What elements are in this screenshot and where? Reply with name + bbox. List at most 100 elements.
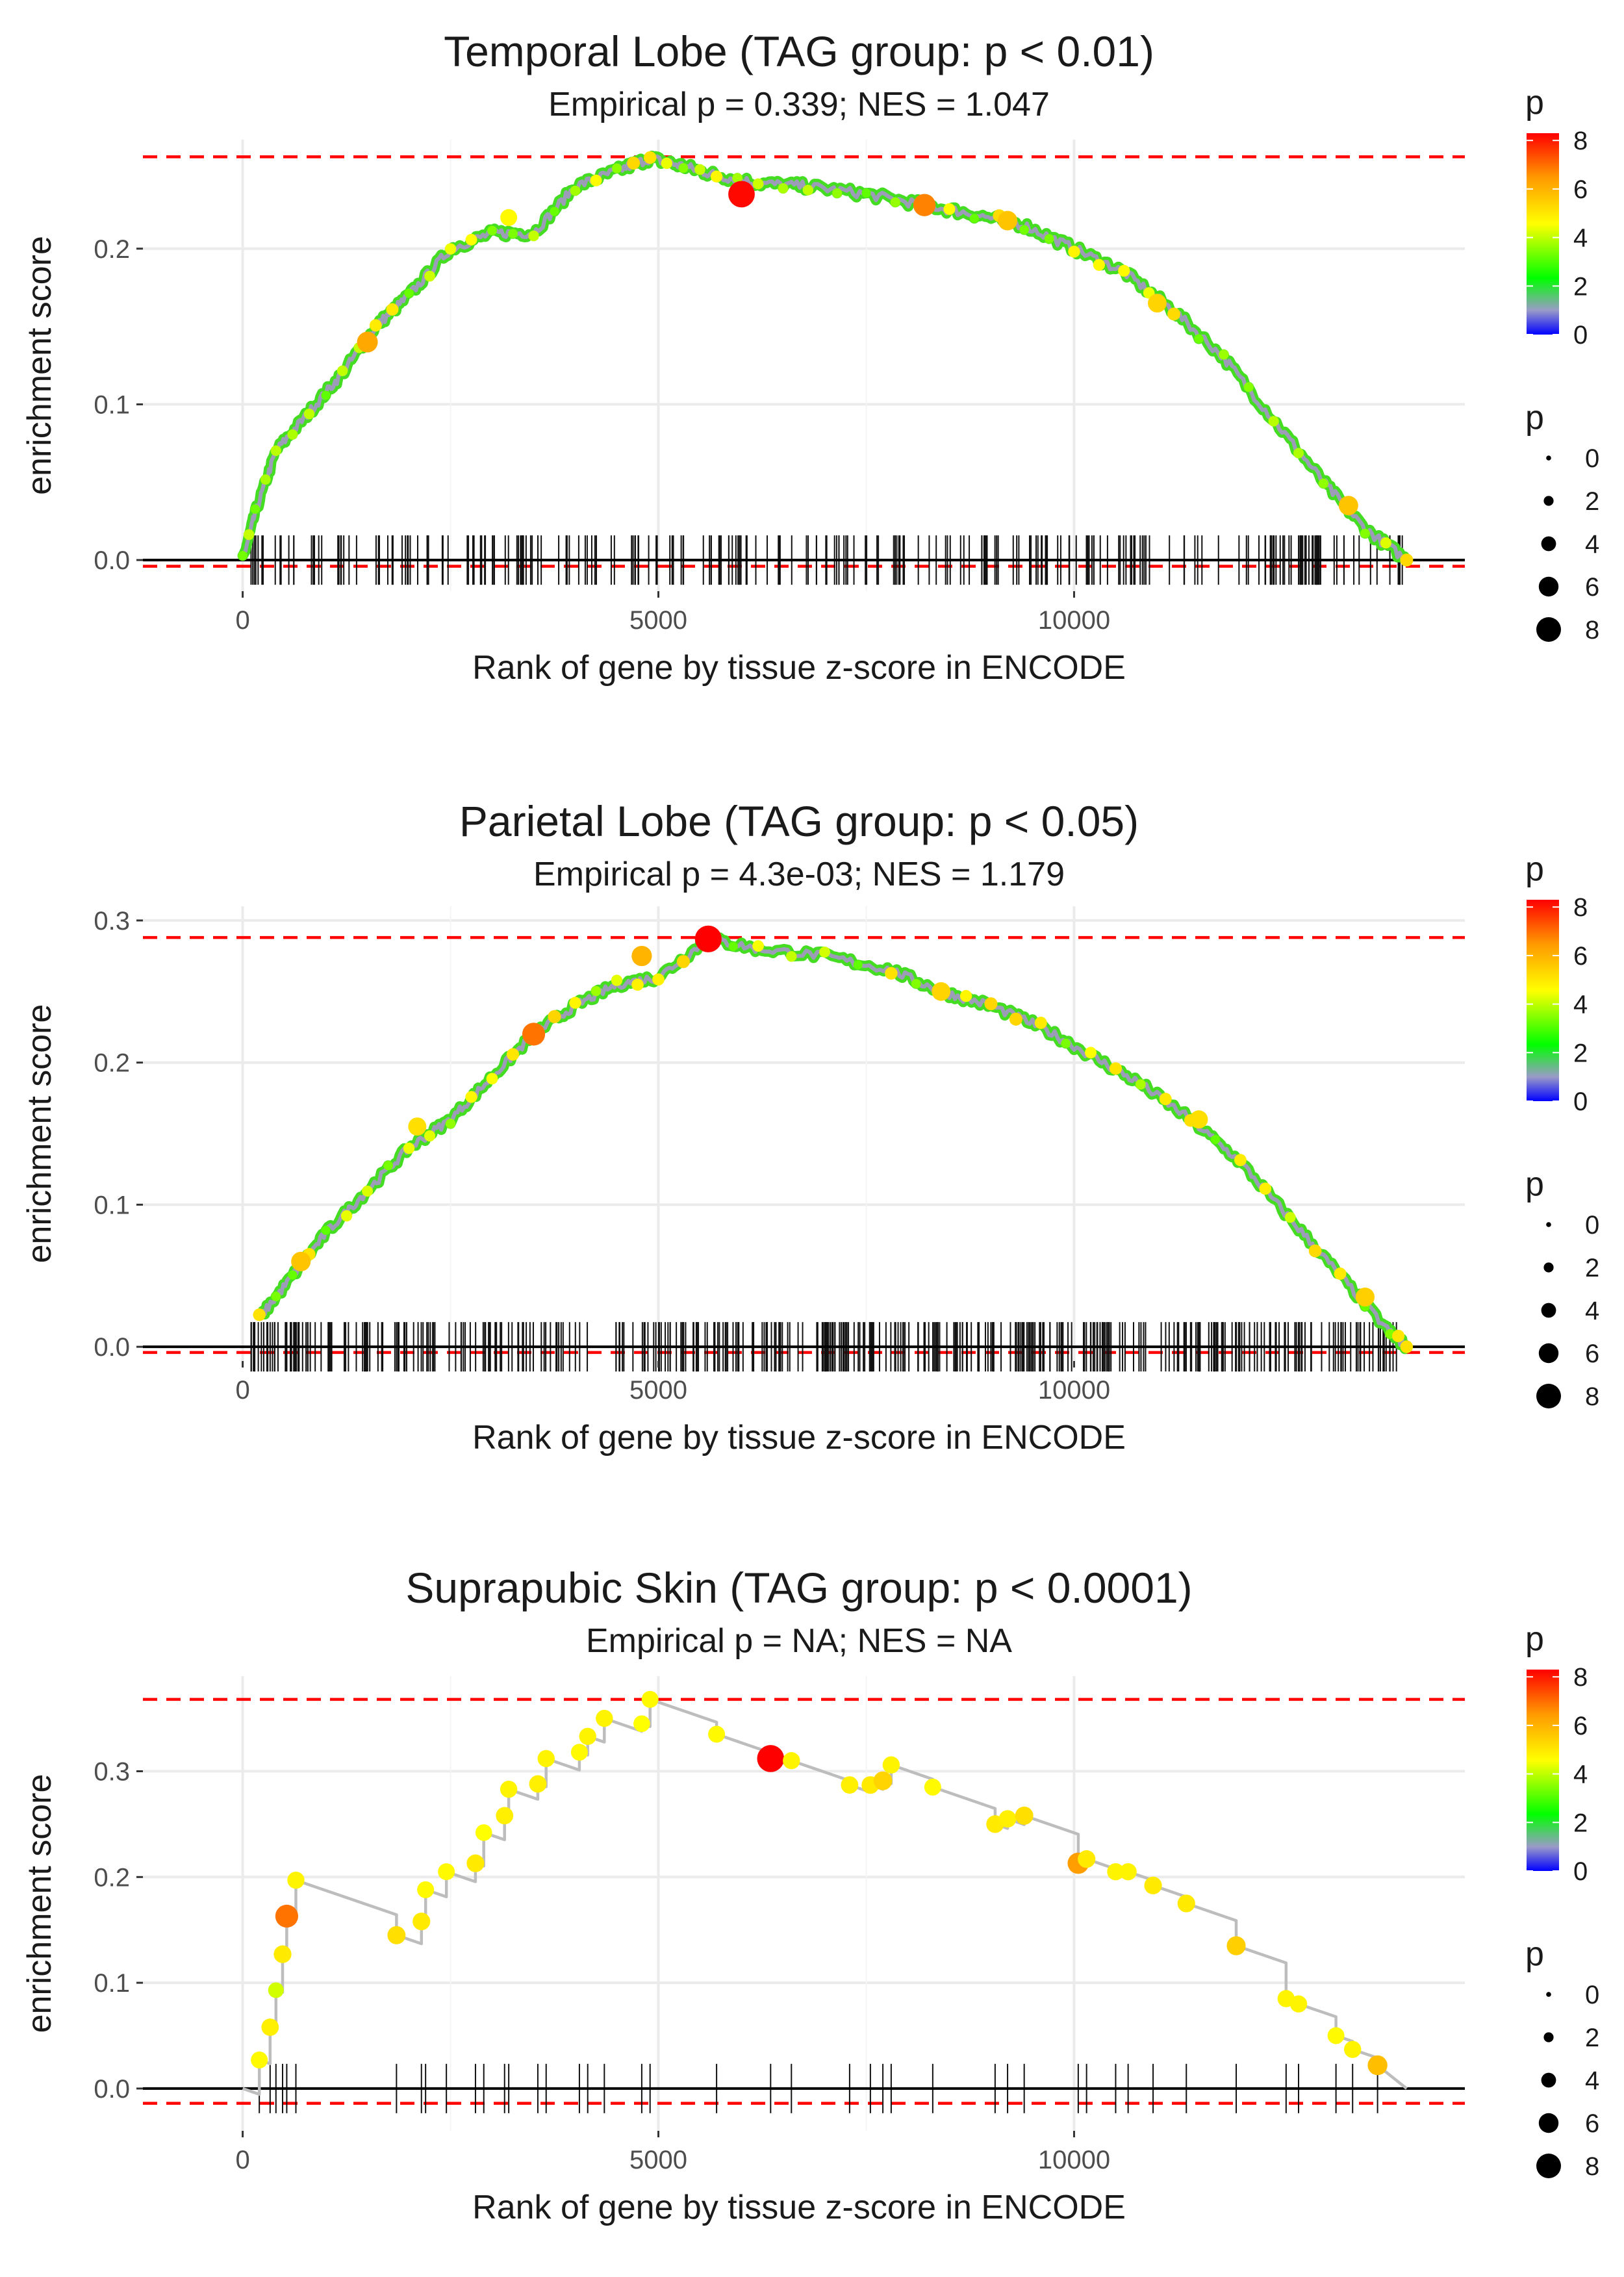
highlight-point [1338,496,1358,516]
curve-point [853,960,863,970]
curve-point [260,474,271,485]
data-point [1107,1863,1124,1881]
es-curve-halo [254,932,1412,1355]
color-bar-label: 4 [1573,1761,1588,1789]
size-label: 6 [1585,573,1599,602]
x-tick-label: 5000 [629,606,687,635]
x-tick-label: 0 [235,1376,249,1405]
size-key [1543,1262,1554,1273]
size-key [1543,496,1554,506]
curve-point [1243,382,1254,392]
curve-point [861,188,871,198]
highlight-point [932,982,951,1001]
color-legend-title: p [1525,1620,1544,1658]
size-legend: p 0 2 4 6 8 [1525,399,1599,644]
x-tick-label: 0 [235,606,249,635]
data-point [500,1780,518,1798]
curve-point [570,185,581,196]
curve-point [652,973,665,986]
grid [143,140,1465,591]
curve-points [251,1690,1388,2076]
color-legend: p 0 2 4 6 8 [1525,84,1588,350]
data-point [417,1881,435,1898]
x-tick-label: 10000 [1038,2146,1110,2174]
x-tick-label: 5000 [629,2146,687,2174]
y-tick-label: 0.2 [94,1863,130,1892]
highlight-point [291,1251,311,1271]
color-bar-label: 0 [1573,1857,1588,1886]
highlight-point [728,181,755,208]
size-label: 8 [1585,2152,1599,2181]
grid [143,1676,1465,2131]
curve-point [340,1210,353,1222]
color-legend-title: p [1525,84,1544,121]
data-point [287,1871,305,1889]
data-point [1289,1995,1308,2013]
data-point [873,1771,893,1790]
data-point [1226,1936,1246,1955]
data-point [387,1926,406,1944]
curve-point [911,978,921,989]
color-bar-label: 0 [1573,1088,1588,1116]
size-key [1538,576,1559,597]
data-point [633,1715,650,1733]
curve-point [959,989,972,1002]
curve-point [678,163,689,173]
curve-point [1068,246,1080,258]
data-point [596,1709,613,1727]
curve-point [250,504,260,514]
curve-point [732,173,742,184]
color-legend: p 0 2 4 6 8 [1525,850,1588,1116]
curve-point [271,1291,281,1301]
size-key [1543,2032,1554,2042]
data-point [537,1749,555,1768]
curve-point [465,1091,477,1103]
size-label: 4 [1585,1297,1599,1325]
curve-point [424,270,435,282]
curve-point [1284,1212,1296,1223]
y-tick-label: 0.3 [94,907,130,935]
data-point [1119,1863,1137,1881]
color-bar-label: 2 [1573,272,1588,301]
size-key [1536,617,1561,642]
grid [143,906,1465,1361]
curve-point [752,940,764,952]
data-point [579,1727,596,1745]
data-point [757,1745,785,1772]
curve-point [506,1048,520,1061]
chart-title: Parietal Lobe (TAG group: p < 0.05) [459,797,1139,845]
curve-point [1392,1329,1405,1343]
curve-point [611,163,622,173]
axes: 0 5000 10000 0.0 0.1 0.2 0.3 Rank of gene by ti… [21,907,1126,1457]
highlight-point [913,194,936,216]
size-label: 8 [1585,616,1599,644]
data-point [251,2051,268,2068]
curve-point [1234,1154,1247,1167]
y-tick-label: 0.0 [94,2075,130,2104]
color-bar-label: 2 [1573,1039,1588,1067]
curve-point [1194,334,1204,344]
y-tick-label: 0.2 [94,235,130,264]
data-point [1078,1850,1096,1868]
curve-point [444,243,457,255]
color-bar [1527,133,1559,335]
curve-point [1318,478,1329,489]
curve-point [238,551,247,561]
y-tick-label: 0.1 [94,1969,130,1998]
y-axis-title: enrichment score [21,236,58,495]
curve-point [752,178,764,190]
y-tick-label: 0.1 [94,1191,130,1219]
size-key [1541,2072,1556,2088]
size-label: 0 [1585,1981,1599,2009]
curve-point [1334,1267,1347,1280]
curve-point [303,408,315,420]
highlight-point [522,1023,546,1046]
data-point [1367,2055,1388,2076]
y-axis-title: enrichment score [21,1774,58,2033]
curve-point [885,967,898,980]
curve-point [253,1308,266,1321]
curve-point [288,1270,298,1280]
panel-3: Suprapubic Skin (TAG group: p < 0.0001) E… [21,1564,1599,2226]
data-point [882,1756,900,1774]
highlight-point [1189,1110,1208,1129]
